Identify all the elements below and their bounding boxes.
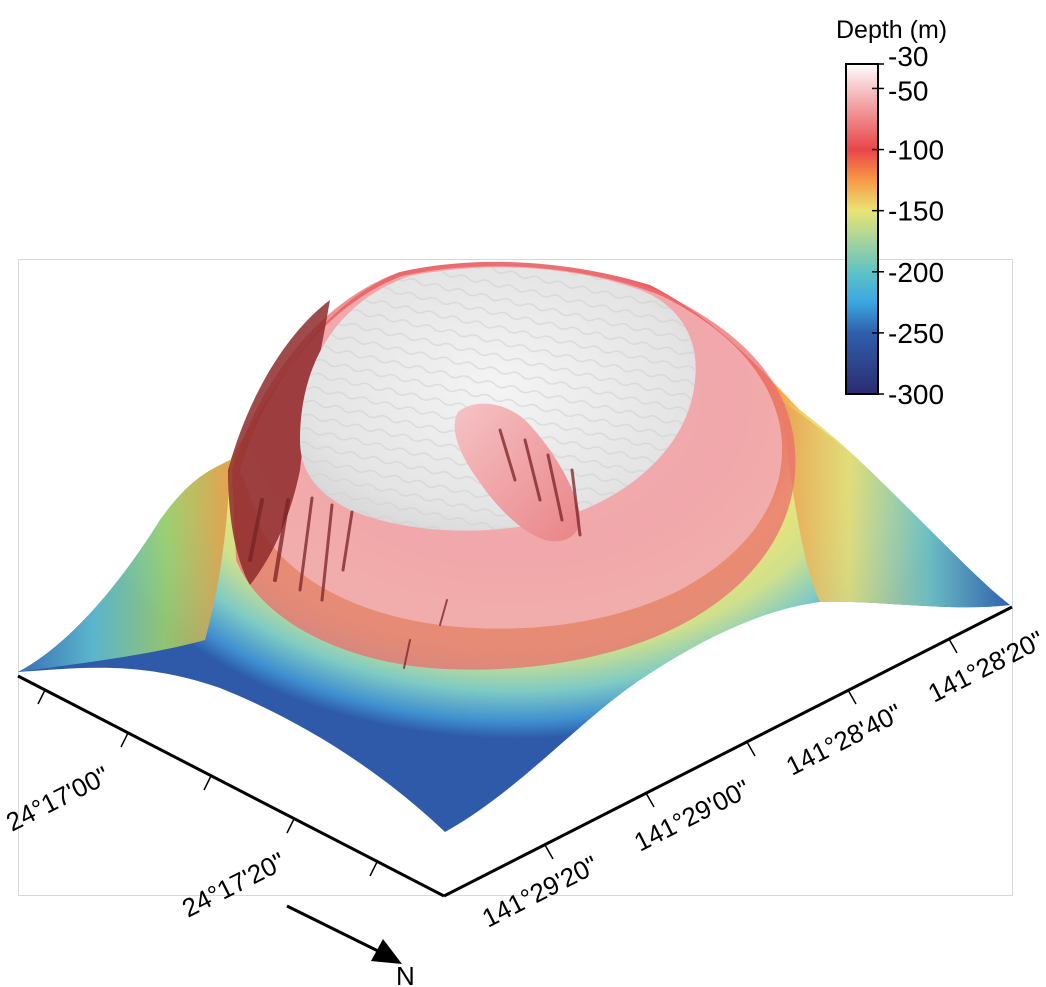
lat-label-24-17-20: 24°17'20" [177, 846, 290, 923]
north-arrow-head [371, 939, 402, 964]
colorbar-tick-label: -200 [888, 257, 944, 288]
colorbar: Depth (m) -30-50 -100 -150 -200 -250 -300 [836, 16, 947, 410]
shaded-scarp [228, 300, 330, 585]
colorbar-tick-label: -100 [888, 135, 944, 166]
left-flank [18, 460, 230, 672]
colorbar-tick-label: -50 [888, 75, 928, 106]
colorbar-ticks: -30-50 -100 -150 -200 -250 -300 [872, 41, 944, 410]
seamount-relief [18, 261, 1010, 832]
summit-ripples [300, 267, 696, 531]
gully-streaks [248, 428, 582, 669]
plot-frame [18, 259, 1013, 896]
colorbar-tick-label: -150 [888, 196, 944, 227]
lon-label-141-28-40: 141°28'40" [781, 697, 907, 781]
right-flank [780, 400, 1010, 608]
colorbar-tick-label: -30 [888, 41, 928, 72]
colorbar-title: Depth (m) [836, 16, 947, 44]
colorbar-tick-label: -250 [888, 318, 944, 349]
north-arrow: N [286, 904, 415, 987]
lon-label-141-29-20: 141°29'20" [477, 849, 603, 933]
lon-label-141-29-00: 141°29'00" [629, 773, 755, 857]
colorbar-ramp [845, 63, 879, 395]
latitude-axis [17, 674, 445, 898]
colorbar-tick-label: -300 [888, 379, 944, 410]
longitude-axis [443, 605, 1013, 898]
north-label: N [396, 961, 415, 987]
central-depression [454, 403, 581, 542]
lon-label-141-28-20: 141°28'20" [923, 624, 1046, 708]
